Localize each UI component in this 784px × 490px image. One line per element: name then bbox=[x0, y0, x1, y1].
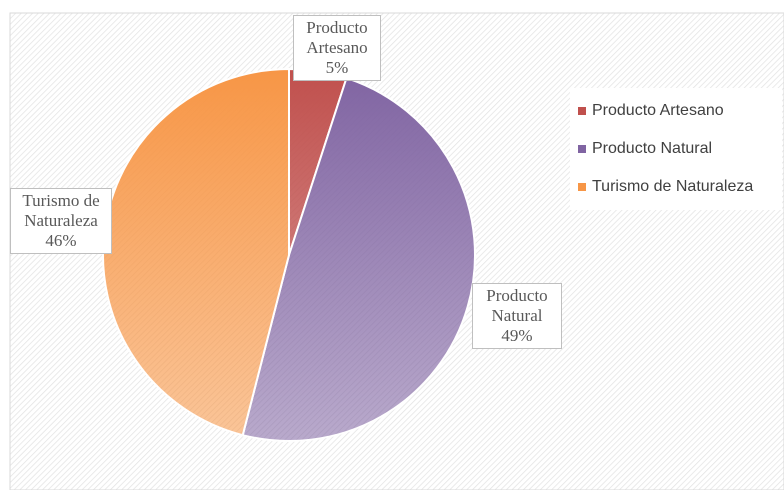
label-value: 49% bbox=[501, 326, 533, 345]
label-category: Producto Artesano bbox=[306, 18, 368, 57]
data-label: Producto Artesano 5% bbox=[293, 15, 381, 81]
legend-swatch bbox=[578, 107, 586, 115]
label-value: 46% bbox=[45, 231, 77, 250]
pie-slice bbox=[241, 76, 476, 442]
legend-item: Producto Natural bbox=[570, 130, 782, 168]
legend-label: Producto Natural bbox=[592, 140, 713, 157]
legend-label: Turismo de Naturaleza bbox=[592, 178, 754, 195]
label-value: 5% bbox=[325, 58, 349, 77]
legend-item: Turismo de Naturaleza bbox=[570, 168, 782, 206]
legend: Producto Artesano Producto Natural Turismo… bbox=[570, 88, 782, 210]
legend-swatch bbox=[578, 145, 586, 153]
label-category: Producto Natural bbox=[486, 286, 548, 325]
data-label: Producto Natural 49% bbox=[472, 283, 562, 349]
label-category: Turismo de Naturaleza bbox=[22, 191, 100, 230]
data-label: Turismo de Naturaleza 46% bbox=[10, 188, 112, 254]
legend-item: Producto Artesano bbox=[570, 92, 782, 130]
legend-label: Producto Artesano bbox=[592, 102, 724, 119]
legend-swatch bbox=[578, 183, 586, 191]
